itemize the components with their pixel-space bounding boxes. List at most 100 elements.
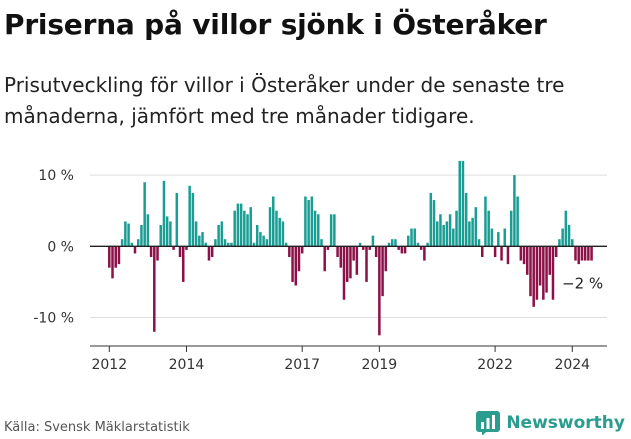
bar	[149, 246, 153, 257]
y-tick-label: 10 %	[38, 168, 74, 184]
bar	[111, 246, 114, 279]
bar	[178, 246, 182, 257]
chart-subtitle: Prisutveckling för villor i Österåker un…	[4, 73, 565, 128]
bar	[394, 239, 397, 247]
bar	[458, 160, 461, 247]
x-tick-label: 2024	[554, 357, 590, 373]
bar	[130, 242, 134, 247]
bar	[220, 221, 224, 247]
bar	[574, 246, 577, 261]
bar	[410, 228, 413, 247]
bar-chart: 10 % 0 % -10 % 2012 2014 2017 2019 2022 2024 −2 %	[33, 160, 607, 373]
bar	[136, 239, 140, 247]
bar	[365, 246, 368, 282]
bar	[198, 235, 201, 247]
bar	[162, 180, 166, 247]
bar	[143, 182, 146, 247]
chart-title: Priserna på villor sjönk i Österåker	[4, 8, 547, 41]
bar	[294, 246, 298, 286]
bar	[304, 196, 307, 247]
bar	[419, 246, 423, 250]
bar	[480, 246, 484, 257]
bar	[368, 246, 371, 250]
bar	[548, 246, 552, 275]
bar	[249, 207, 253, 247]
bar	[133, 246, 137, 254]
bar	[233, 210, 236, 247]
bar	[172, 246, 175, 250]
bar	[255, 224, 259, 247]
bar	[214, 239, 217, 247]
x-tick-label: 2014	[169, 357, 205, 373]
y-tick-label: -10 %	[33, 311, 74, 327]
bar	[239, 203, 243, 247]
bar	[516, 196, 519, 247]
bar	[400, 246, 404, 254]
bar	[326, 246, 330, 250]
bar	[468, 221, 471, 247]
bar	[223, 239, 227, 247]
bar	[146, 214, 150, 247]
bar	[429, 192, 433, 247]
bar	[384, 246, 388, 272]
bar	[204, 242, 208, 247]
bar	[387, 242, 391, 247]
bar	[201, 232, 204, 247]
bar	[551, 246, 555, 300]
bar	[262, 235, 265, 247]
bar	[355, 246, 359, 275]
bar	[284, 242, 288, 247]
brand-logo: Newsworthy	[476, 410, 625, 436]
bar	[554, 246, 558, 257]
bar	[265, 239, 269, 247]
bar	[567, 224, 571, 247]
x-tick-label: 2022	[477, 357, 513, 373]
bar	[313, 210, 317, 247]
bar	[583, 246, 587, 261]
bar	[140, 224, 143, 247]
bar	[181, 246, 185, 282]
bar	[124, 221, 127, 247]
bar	[590, 246, 593, 261]
bar	[558, 239, 561, 247]
bar	[545, 246, 548, 293]
bar	[461, 160, 465, 247]
bar	[413, 228, 416, 247]
bar	[194, 221, 198, 247]
x-tick-label: 2012	[91, 357, 127, 373]
bar	[358, 242, 362, 247]
bar	[175, 192, 179, 247]
source-note: Källa: Svensk Mäklarstatistik	[4, 420, 190, 435]
bar	[439, 214, 442, 247]
bar	[445, 221, 449, 247]
bar	[272, 196, 275, 247]
bar	[477, 239, 481, 247]
bar	[300, 246, 304, 254]
bar	[297, 246, 301, 272]
bar	[374, 246, 378, 257]
bar	[538, 246, 542, 286]
bar	[571, 239, 574, 247]
bar	[156, 246, 159, 261]
bar	[509, 210, 513, 247]
bar	[252, 242, 256, 247]
bar	[230, 242, 233, 247]
bar	[188, 185, 191, 247]
bar	[153, 246, 156, 332]
bar	[474, 207, 478, 247]
bar	[349, 246, 352, 279]
bar	[452, 228, 455, 247]
bar	[529, 246, 532, 297]
bar	[310, 196, 314, 247]
bar	[513, 175, 516, 247]
bar	[442, 224, 445, 247]
bar	[448, 214, 452, 247]
newsworthy-logo-icon	[476, 411, 501, 435]
brand-name: Newsworthy	[506, 413, 625, 433]
bar	[403, 246, 407, 254]
bar	[432, 200, 436, 247]
last-value-label: −2 %	[562, 275, 603, 293]
bar	[522, 246, 526, 265]
bar	[207, 246, 211, 261]
bar	[506, 246, 510, 265]
